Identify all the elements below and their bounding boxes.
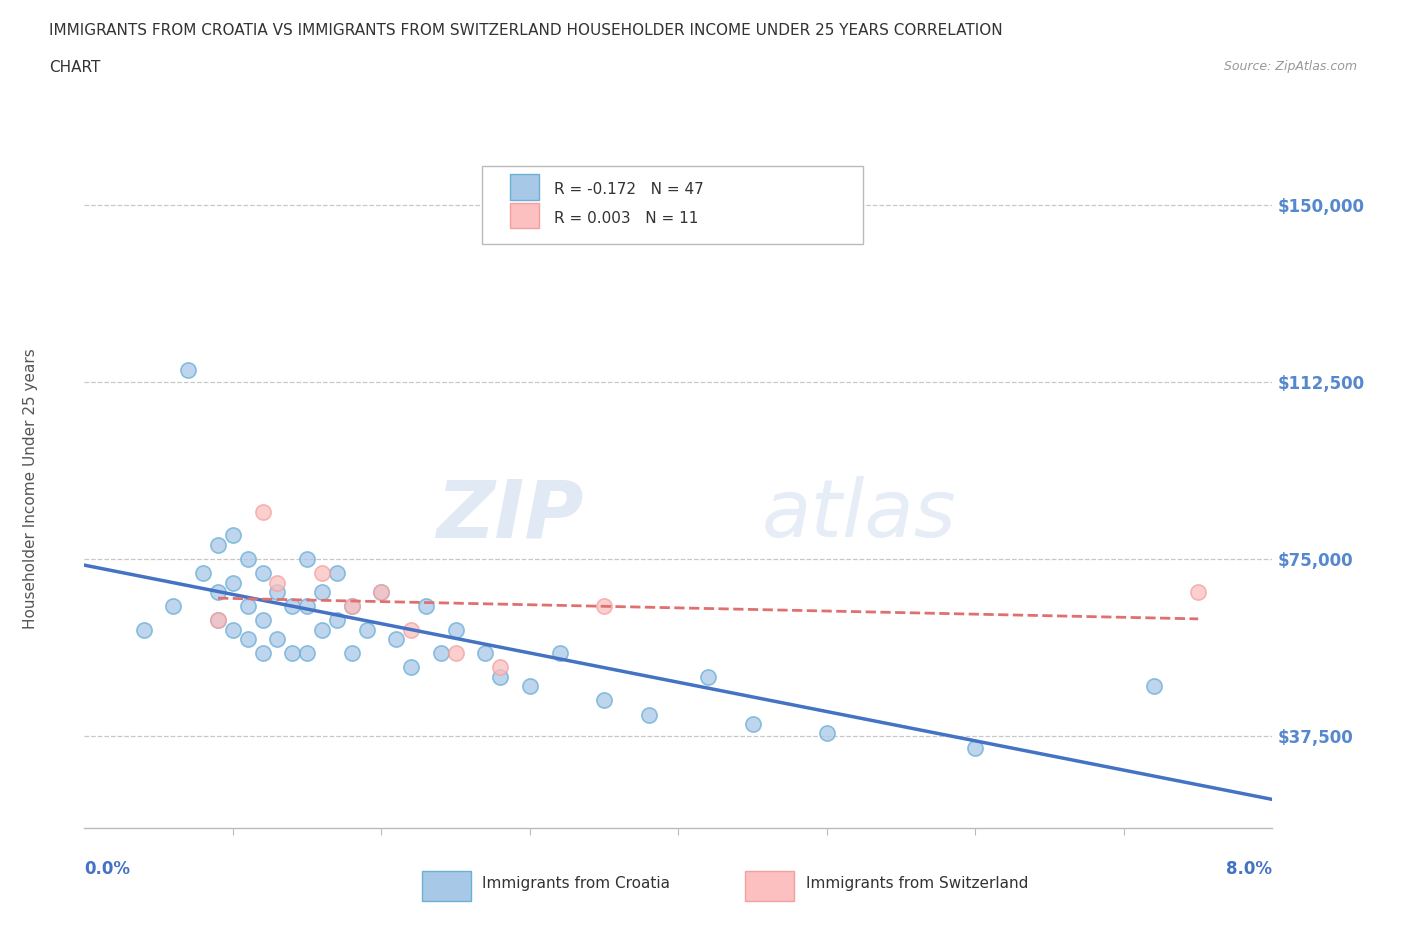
Point — [637, 707, 659, 722]
Point — [311, 565, 333, 580]
Point — [340, 599, 363, 614]
Point — [965, 740, 987, 755]
Point — [162, 599, 184, 614]
Point — [295, 551, 318, 566]
Point — [222, 622, 245, 637]
Point — [281, 645, 304, 660]
Point — [340, 599, 363, 614]
Point — [252, 565, 274, 580]
Text: R = 0.003   N = 11: R = 0.003 N = 11 — [554, 210, 697, 226]
Point — [474, 645, 496, 660]
Point — [207, 613, 229, 628]
Point — [444, 622, 467, 637]
Point — [281, 599, 304, 614]
Point — [311, 622, 333, 637]
Text: atlas: atlas — [762, 476, 956, 554]
Point — [266, 631, 288, 646]
Point — [326, 613, 349, 628]
Point — [356, 622, 378, 637]
Bar — [745, 871, 794, 900]
Point — [430, 645, 453, 660]
Point — [370, 585, 392, 600]
Point — [741, 716, 763, 731]
Point — [593, 693, 616, 708]
Point — [311, 585, 333, 600]
Text: 8.0%: 8.0% — [1226, 860, 1272, 878]
Bar — [510, 174, 540, 200]
Point — [548, 645, 571, 660]
Text: IMMIGRANTS FROM CROATIA VS IMMIGRANTS FROM SWITZERLAND HOUSEHOLDER INCOME UNDER : IMMIGRANTS FROM CROATIA VS IMMIGRANTS FR… — [49, 23, 1002, 38]
Point — [489, 670, 512, 684]
Text: Immigrants from Croatia: Immigrants from Croatia — [482, 876, 671, 892]
Point — [207, 585, 229, 600]
Text: Immigrants from Switzerland: Immigrants from Switzerland — [806, 876, 1028, 892]
Point — [236, 631, 259, 646]
Point — [252, 504, 274, 519]
Point — [295, 645, 318, 660]
FancyBboxPatch shape — [482, 166, 862, 244]
Text: CHART: CHART — [49, 60, 101, 75]
Text: ZIP: ZIP — [436, 476, 583, 554]
Text: R = -0.172   N = 47: R = -0.172 N = 47 — [554, 182, 703, 197]
Point — [519, 679, 541, 694]
Point — [385, 631, 408, 646]
Point — [236, 599, 259, 614]
Point — [191, 565, 215, 580]
Point — [266, 575, 288, 590]
Text: Source: ZipAtlas.com: Source: ZipAtlas.com — [1223, 60, 1357, 73]
Bar — [510, 203, 540, 228]
Point — [207, 613, 229, 628]
Point — [1187, 585, 1209, 600]
Bar — [422, 871, 471, 900]
Text: Householder Income Under 25 years: Householder Income Under 25 years — [24, 348, 38, 629]
Point — [593, 599, 616, 614]
Point — [252, 645, 274, 660]
Point — [399, 660, 422, 675]
Point — [295, 599, 318, 614]
Point — [252, 613, 274, 628]
Point — [326, 565, 349, 580]
Point — [222, 575, 245, 590]
Point — [489, 660, 512, 675]
Point — [444, 645, 467, 660]
Point — [815, 726, 838, 741]
Text: 0.0%: 0.0% — [84, 860, 131, 878]
Point — [340, 645, 363, 660]
Point — [370, 585, 392, 600]
Point — [415, 599, 437, 614]
Point — [266, 585, 288, 600]
Point — [177, 363, 200, 378]
Point — [222, 528, 245, 543]
Point — [236, 551, 259, 566]
Point — [207, 538, 229, 552]
Point — [132, 622, 155, 637]
Point — [697, 670, 720, 684]
Point — [399, 622, 422, 637]
Point — [1143, 679, 1166, 694]
